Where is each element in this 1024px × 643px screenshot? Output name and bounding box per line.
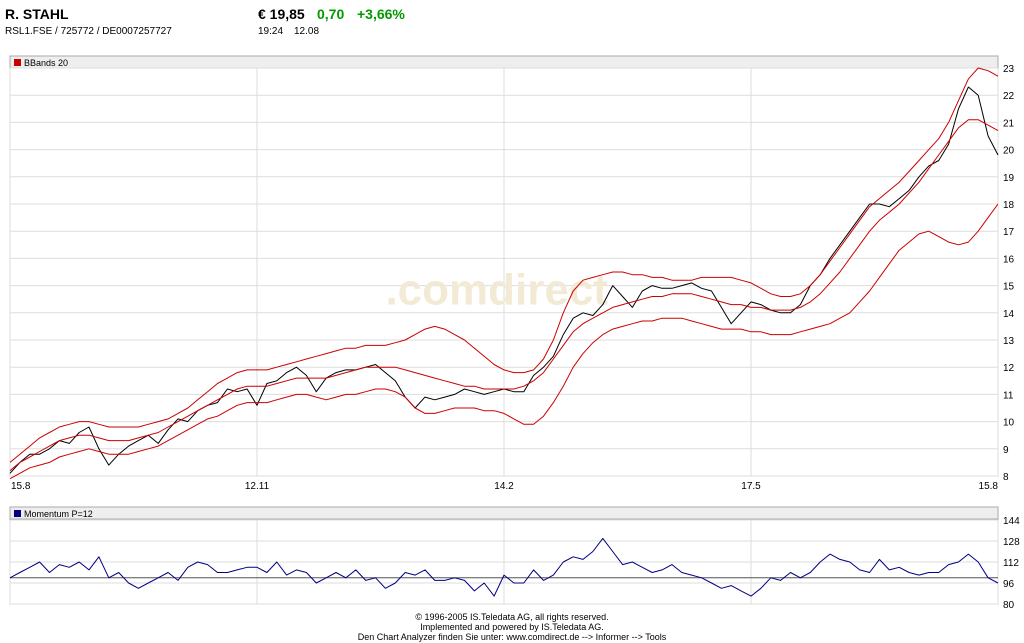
series-upper-band <box>9 67 999 463</box>
y-tick-label: 16 <box>1003 254 1015 265</box>
legend-swatch <box>14 59 21 66</box>
chart-analyzer-line: Den Chart Analyzer finden Sie unter: www… <box>357 632 667 642</box>
quote-date: 12.08 <box>294 26 320 37</box>
y-tick-label: 96 <box>1003 579 1015 590</box>
stock-name: R. STAHL <box>5 6 69 22</box>
series-middle-band <box>9 119 999 471</box>
x-tick-label: 17.5 <box>741 481 761 492</box>
y-tick-label: 19 <box>1003 173 1015 184</box>
copyright-footer: © 1996-2005 IS.Teledata AG, all rights r… <box>0 612 1024 642</box>
y-tick-label: 22 <box>1003 91 1015 102</box>
series-lower-band <box>9 203 999 480</box>
y-tick-label: 14 <box>1003 309 1015 320</box>
y-tick-label: 18 <box>1003 200 1015 211</box>
y-tick-label: 15 <box>1003 282 1015 293</box>
x-tick-label: 15.8 <box>979 481 999 492</box>
y-tick-label: 128 <box>1003 537 1020 548</box>
chart-area: BBands 20 8 9 10 11 12 13 14 15 16 17 18 19 20 21 22 23 1… <box>9 55 1020 611</box>
price-change: 0,70 <box>317 6 345 22</box>
y-tick-label: 11 <box>1003 390 1014 401</box>
y-tick-label: 9 <box>1003 445 1009 456</box>
y-tick-label: 13 <box>1003 336 1015 347</box>
x-tick-label: 14.2 <box>494 481 514 492</box>
quote-time: 19:24 <box>258 26 284 37</box>
price-panel: BBands 20 8 9 10 11 12 13 14 15 16 17 18 19 20 21 22 23 1… <box>9 55 1015 492</box>
last-price: € 19,85 <box>258 6 305 22</box>
y-tick-label: 20 <box>1003 146 1015 157</box>
y-tick-label: 80 <box>1003 600 1015 611</box>
y-tick-label: 144 <box>1003 516 1020 527</box>
momentum-panel: Momentum P=12 80 96 112 128 144 <box>9 506 1020 611</box>
copyright-line: © 1996-2005 IS.Teledata AG, all rights r… <box>415 612 609 622</box>
stock-identifiers: RSL1.FSE / 725772 / DE0007257727 <box>5 26 172 37</box>
panel-header <box>9 506 999 520</box>
y-tick-label: 8 <box>1003 472 1009 483</box>
quote-header: R. STAHL RSL1.FSE / 725772 / DE000725772… <box>0 0 1024 50</box>
series-momentum <box>9 537 999 597</box>
y-tick-label: 112 <box>1003 558 1019 569</box>
legend-label: Momentum P=12 <box>24 509 93 519</box>
y-tick-label: 23 <box>1003 64 1015 75</box>
y-tick-label: 12 <box>1003 363 1015 374</box>
powered-by-line: Implemented and powered by IS.Teledata A… <box>420 622 604 632</box>
legend-swatch <box>14 510 21 517</box>
y-tick-label: 17 <box>1003 227 1015 238</box>
y-tick-label: 21 <box>1003 118 1015 129</box>
x-tick-label: 15.8 <box>11 481 31 492</box>
watermark: .comdirect <box>385 266 608 315</box>
y-tick-label: 10 <box>1003 418 1015 429</box>
price-change-percent: +3,66% <box>357 6 405 22</box>
x-tick-label: 12.11 <box>245 481 270 492</box>
panel-header <box>9 55 999 69</box>
legend-label: BBands 20 <box>24 58 68 68</box>
